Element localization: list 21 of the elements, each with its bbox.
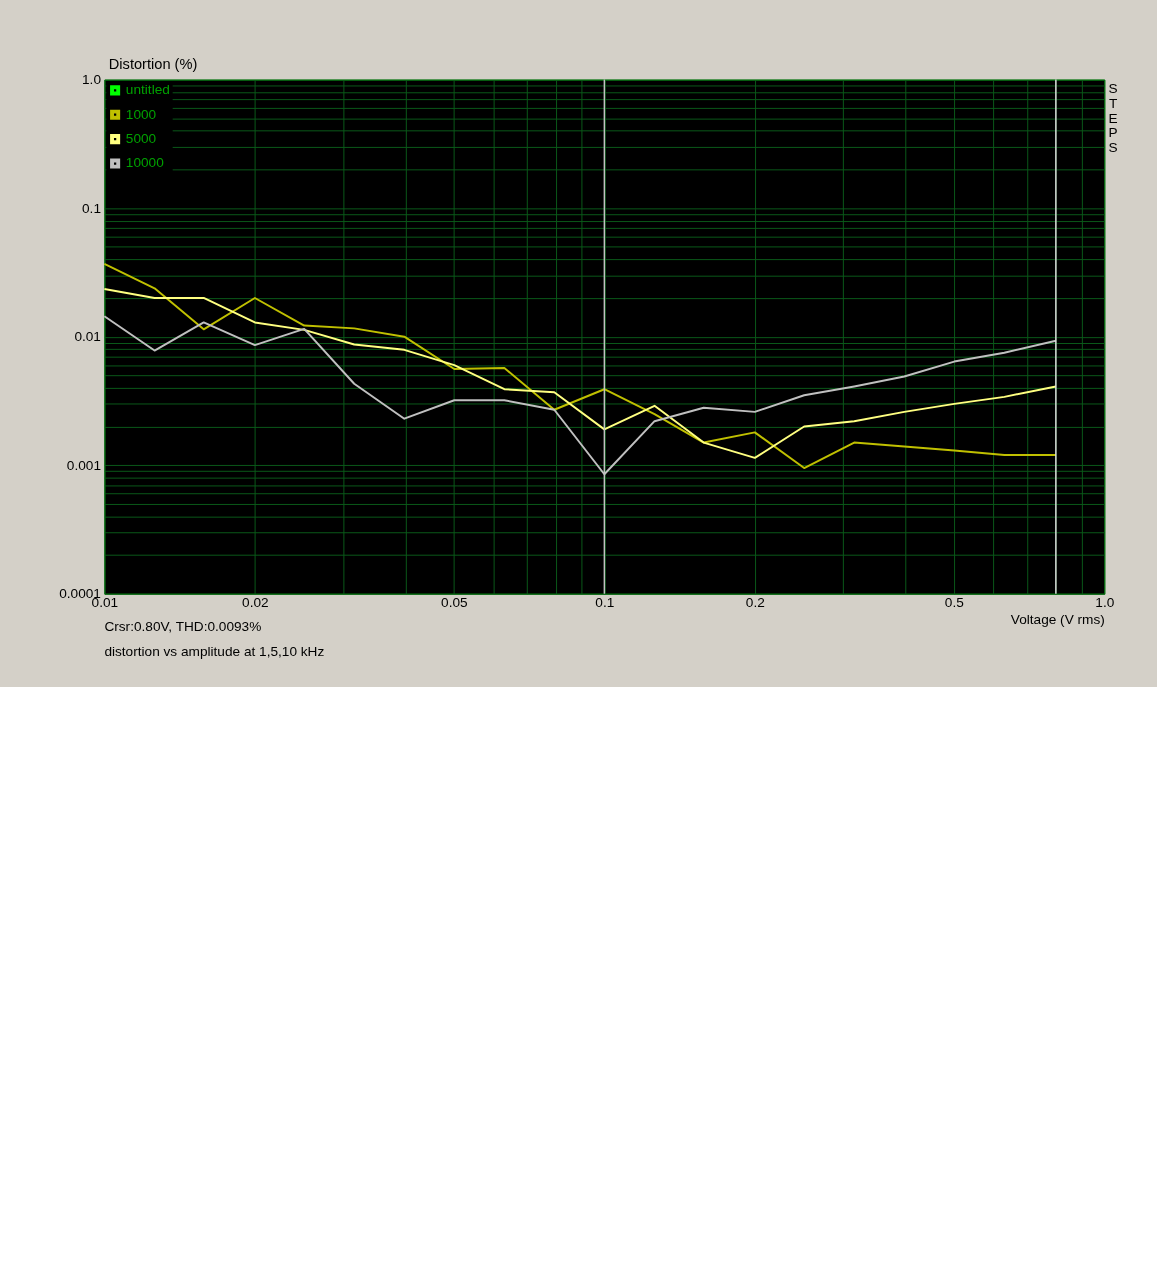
y-axis-title: Distortion (%) — [108, 56, 198, 73]
legend-label: 10000 — [125, 155, 165, 171]
line-series — [103, 262, 1057, 470]
x-tick-label: 0.1 — [595, 594, 615, 610]
legend-label: 1000 — [125, 106, 157, 122]
y-tick-label: 0.1 — [82, 200, 101, 216]
y-tick-label: 0.001 — [66, 457, 101, 473]
y-tick-label: 0.01 — [74, 329, 101, 345]
x-tick-label: 0.5 — [944, 594, 965, 610]
legend-label: untitled — [125, 82, 170, 98]
text: Crsr:0.80V, THD:0.0093% — [104, 618, 262, 634]
x-tick-label: 1.0 — [1095, 594, 1115, 610]
text: STEPS — [1108, 81, 1118, 155]
legend-label: 5000 — [125, 131, 157, 147]
x-tick-label: 0.2 — [745, 594, 765, 610]
text: distortion vs amplitude at 1,5,10 kHz — [104, 644, 325, 660]
x-tick-label: 0.05 — [441, 594, 469, 610]
x-axis-title: Voltage (V rms) — [1010, 612, 1105, 628]
y-tick-label: 1.0 — [82, 72, 102, 87]
x-tick-label: 0.02 — [242, 594, 269, 610]
line-series — [103, 288, 1057, 459]
